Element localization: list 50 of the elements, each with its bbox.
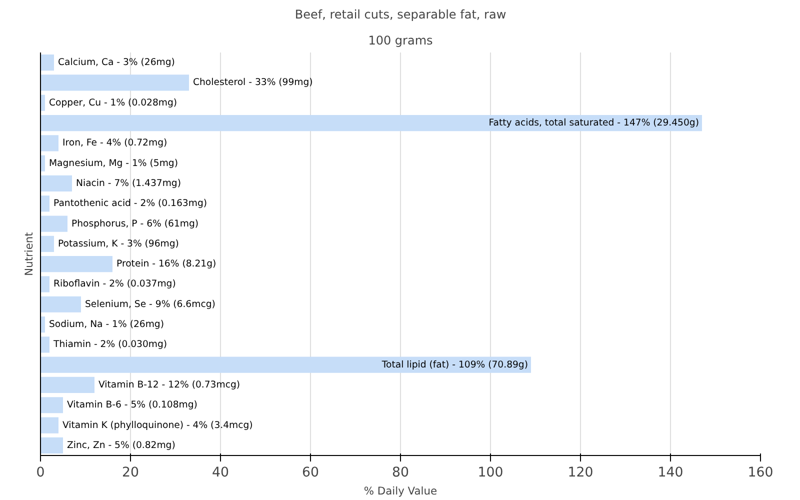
annotation: Phosphorus, P - 6% (61mg) bbox=[72, 218, 199, 230]
x-tick-label: 140 bbox=[658, 466, 684, 480]
annotation: Magnesium, Mg - 1% (5mg) bbox=[49, 158, 178, 169]
annotation: Cholesterol - 33% (99mg) bbox=[193, 77, 313, 88]
x-tick-label: 20 bbox=[122, 466, 139, 480]
annotation: Calcium, Ca - 3% (26mg) bbox=[58, 57, 175, 68]
annotation: Pantothenic acid - 2% (0.163mg) bbox=[54, 198, 208, 210]
bar bbox=[40, 196, 50, 212]
bar bbox=[40, 74, 189, 91]
y-axis-title: Nutrient bbox=[22, 232, 36, 276]
annotation: Fatty acids, total saturated - 147% (29.450g) bbox=[488, 118, 700, 129]
bar bbox=[40, 417, 58, 434]
annotation: Zinc, Zn - 5% (0.82mg) bbox=[67, 440, 176, 451]
annotation: Vitamin K (phylloquinone) - 4% (3.4mcg) bbox=[62, 420, 253, 431]
annotation: Vitamin B-12 - 12% (0.73mcg) bbox=[98, 379, 240, 390]
bar bbox=[40, 236, 54, 252]
chart-title: Beef, retail cuts, separable fat, raw bbox=[294, 8, 506, 22]
x-tick-label: 160 bbox=[748, 466, 774, 480]
bar bbox=[40, 397, 63, 414]
annotation: Thiamin - 2% (0.030mg) bbox=[52, 339, 168, 350]
bar bbox=[40, 135, 58, 152]
x-tick-label: 60 bbox=[302, 466, 319, 480]
chart-subtitle: 100 grams bbox=[368, 34, 433, 48]
x-tick-label: 80 bbox=[392, 466, 409, 480]
annotation: Vitamin B-6 - 5% (0.108mg) bbox=[67, 400, 198, 411]
annotation: Riboflavin - 2% (0.037mg) bbox=[54, 278, 176, 290]
annotation: Total lipid (fat) - 109% (70.89g) bbox=[380, 359, 528, 370]
annotation: Sodium, Na - 1% (26mg) bbox=[49, 319, 164, 330]
x-tick-label: 40 bbox=[212, 466, 229, 480]
bar bbox=[40, 276, 50, 292]
bar bbox=[40, 336, 50, 353]
bar bbox=[40, 376, 94, 394]
annotation: Selenium, Se - 9% (6.6mcg) bbox=[85, 298, 216, 310]
bar bbox=[40, 114, 702, 132]
bar bbox=[40, 175, 72, 192]
bar bbox=[40, 54, 54, 71]
annotation: Copper, Cu - 1% (0.028mg) bbox=[49, 97, 178, 108]
annotation: Iron, Fe - 4% (0.72mg) bbox=[62, 138, 168, 149]
annotation: Protein - 16% (8.21g) bbox=[116, 258, 216, 270]
bar bbox=[40, 356, 531, 373]
bar bbox=[40, 256, 112, 272]
annotation: Niacin - 7% (1.437mg) bbox=[76, 178, 181, 189]
x-tick-label: 0 bbox=[36, 466, 45, 480]
bar bbox=[40, 296, 81, 312]
bar bbox=[40, 216, 68, 232]
bar bbox=[40, 437, 63, 454]
x-axis-title: % Daily Value bbox=[364, 484, 438, 498]
annotation: Potassium, K - 3% (96mg) bbox=[58, 238, 179, 250]
x-tick-label: 100 bbox=[478, 466, 504, 480]
x-tick-label: 120 bbox=[568, 466, 594, 480]
